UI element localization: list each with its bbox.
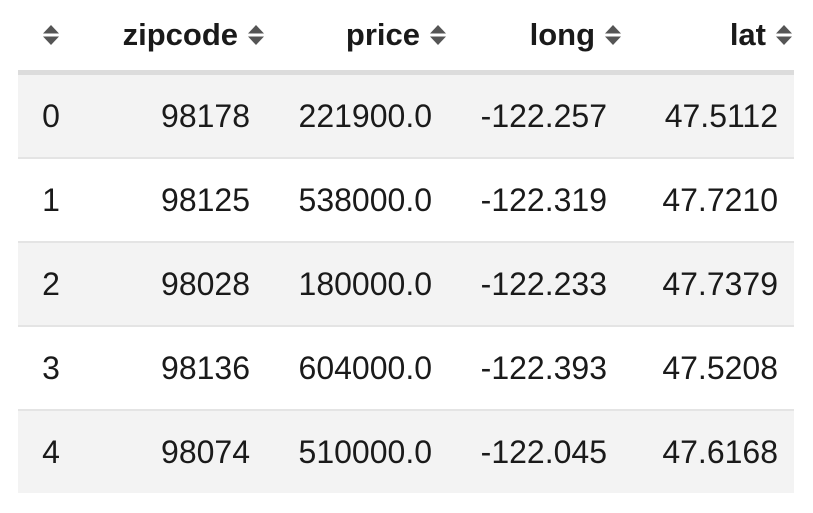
sort-up-down-icon[interactable] — [41, 24, 61, 46]
sort-up-down-icon[interactable] — [246, 24, 266, 46]
cell-zipcode: 98178 — [84, 72, 266, 159]
data-table-container: zipcode price long lat 0 98178 221900.0 … — [18, 0, 794, 493]
table-header: zipcode price long lat — [18, 0, 794, 75]
header-row: zipcode price long lat — [18, 0, 794, 75]
cell-zipcode: 98125 — [84, 158, 266, 243]
column-header-zipcode[interactable]: zipcode — [84, 0, 266, 75]
sort-up-down-icon[interactable] — [603, 24, 623, 46]
table-row: 3 98136 604000.0 -122.393 47.5208 — [18, 326, 794, 411]
cell-index: 2 — [18, 242, 84, 327]
cell-index: 4 — [18, 410, 84, 493]
column-header-price[interactable]: price — [266, 0, 448, 75]
cell-long: -122.393 — [448, 326, 623, 411]
cell-long: -122.233 — [448, 242, 623, 327]
cell-long: -122.257 — [448, 72, 623, 159]
cell-index: 0 — [18, 72, 84, 159]
cell-price: 221900.0 — [266, 72, 448, 159]
cell-index: 3 — [18, 326, 84, 411]
cell-long: -122.319 — [448, 158, 623, 243]
cell-lat: 47.7210 — [623, 158, 794, 243]
table-row: 0 98178 221900.0 -122.257 47.5112 — [18, 72, 794, 159]
table-row: 4 98074 510000.0 -122.045 47.6168 — [18, 410, 794, 493]
cell-price: 510000.0 — [266, 410, 448, 493]
column-label: long — [529, 17, 595, 52]
column-header-lat[interactable]: lat — [623, 0, 794, 75]
cell-lat: 47.7379 — [623, 242, 794, 327]
column-header-long[interactable]: long — [448, 0, 623, 75]
data-table: zipcode price long lat 0 98178 221900.0 … — [18, 0, 794, 493]
table-row: 1 98125 538000.0 -122.319 47.7210 — [18, 158, 794, 243]
cell-zipcode: 98136 — [84, 326, 266, 411]
cell-zipcode: 98074 — [84, 410, 266, 493]
cell-long: -122.045 — [448, 410, 623, 493]
column-label: zipcode — [122, 17, 238, 52]
column-label: lat — [729, 17, 766, 52]
column-header-index[interactable] — [18, 0, 84, 75]
cell-price: 604000.0 — [266, 326, 448, 411]
cell-price: 180000.0 — [266, 242, 448, 327]
table-body: 0 98178 221900.0 -122.257 47.5112 1 9812… — [18, 72, 794, 493]
cell-zipcode: 98028 — [84, 242, 266, 327]
cell-index: 1 — [18, 158, 84, 243]
cell-lat: 47.5112 — [623, 72, 794, 159]
cell-lat: 47.5208 — [623, 326, 794, 411]
sort-up-down-icon[interactable] — [774, 24, 794, 46]
cell-price: 538000.0 — [266, 158, 448, 243]
column-label: price — [345, 17, 420, 52]
table-row: 2 98028 180000.0 -122.233 47.7379 — [18, 242, 794, 327]
cell-lat: 47.6168 — [623, 410, 794, 493]
sort-up-down-icon[interactable] — [428, 24, 448, 46]
